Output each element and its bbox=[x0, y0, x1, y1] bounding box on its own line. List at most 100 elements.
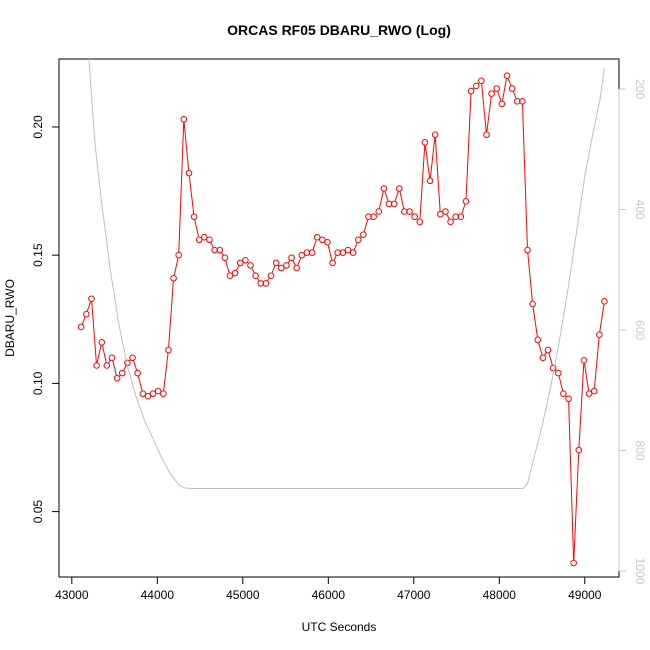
series-segment bbox=[225, 260, 230, 273]
series-segment bbox=[465, 94, 472, 199]
data-point bbox=[201, 233, 208, 241]
series-segment bbox=[507, 78, 512, 86]
series-segment bbox=[137, 376, 143, 391]
data-point bbox=[93, 362, 100, 369]
series-segment bbox=[434, 137, 441, 211]
data-point bbox=[478, 77, 485, 85]
series-segment bbox=[461, 204, 466, 214]
series-segment bbox=[593, 337, 600, 388]
data-point bbox=[139, 390, 147, 397]
data-point bbox=[272, 259, 280, 267]
x-axis: 43000 44000 45000 46000 47000 48000 49000 bbox=[55, 576, 602, 602]
series-segment bbox=[353, 242, 358, 250]
series-segment bbox=[257, 278, 260, 281]
data-point bbox=[329, 259, 336, 267]
data-point bbox=[149, 390, 157, 397]
series-segment bbox=[568, 401, 575, 560]
series-segment bbox=[133, 360, 138, 371]
data-point bbox=[129, 354, 136, 362]
series-segment bbox=[183, 122, 190, 170]
series-segment bbox=[123, 365, 127, 371]
series-segment bbox=[493, 90, 495, 92]
data-point bbox=[565, 395, 572, 403]
series-segment bbox=[247, 262, 249, 264]
data-point bbox=[498, 100, 506, 108]
data-point bbox=[406, 208, 413, 215]
data-point bbox=[344, 246, 352, 254]
data-point bbox=[370, 213, 377, 221]
data-point bbox=[349, 249, 357, 256]
series-segment bbox=[112, 360, 117, 376]
series-segment bbox=[168, 281, 174, 347]
series-segment bbox=[363, 219, 369, 232]
data-point bbox=[267, 272, 275, 279]
chart-title: ORCAS RF05 DBARU_RWO (Log) bbox=[227, 22, 451, 38]
data-point bbox=[154, 387, 162, 395]
series-segment bbox=[424, 145, 431, 178]
data-point bbox=[575, 446, 583, 454]
y-tick-label: 0.05 bbox=[31, 500, 45, 524]
data-point bbox=[360, 231, 367, 238]
x-tick-label: 48000 bbox=[483, 588, 517, 602]
data-point bbox=[601, 298, 608, 305]
data-point bbox=[442, 208, 449, 215]
data-point bbox=[339, 249, 347, 256]
x-tick-label: 45000 bbox=[226, 588, 260, 602]
series-segment bbox=[521, 104, 528, 247]
data-point bbox=[447, 218, 454, 226]
data-point bbox=[421, 139, 429, 146]
series-segment bbox=[194, 219, 200, 237]
series-segment bbox=[512, 91, 517, 99]
y-tick-label: 0.10 bbox=[31, 371, 45, 395]
data-point bbox=[354, 236, 362, 244]
series-segment bbox=[267, 278, 270, 281]
series-segment bbox=[129, 359, 131, 361]
series-layer bbox=[77, 58, 608, 567]
data-point bbox=[380, 185, 388, 192]
data-point bbox=[247, 262, 254, 269]
data-point bbox=[206, 236, 213, 244]
series-segment bbox=[312, 240, 317, 250]
data-point bbox=[144, 392, 152, 400]
data-point bbox=[283, 262, 290, 269]
series-segment bbox=[91, 301, 97, 363]
series-segment bbox=[416, 218, 418, 220]
data-point bbox=[262, 280, 270, 287]
data-point bbox=[221, 254, 229, 262]
data-point bbox=[319, 236, 326, 244]
series-segment bbox=[419, 145, 426, 219]
data-point bbox=[134, 369, 141, 377]
data-point bbox=[472, 82, 480, 90]
series-segment bbox=[565, 395, 567, 397]
series-segment bbox=[236, 265, 240, 271]
data-point bbox=[534, 336, 542, 344]
series-segment bbox=[501, 78, 507, 101]
series-segment bbox=[473, 87, 475, 90]
data-point bbox=[585, 390, 593, 397]
data-point bbox=[118, 369, 126, 377]
x-tick-label: 43000 bbox=[55, 588, 89, 602]
x-tick-label: 44000 bbox=[141, 588, 175, 602]
data-point bbox=[529, 300, 536, 308]
series-segment bbox=[108, 360, 111, 364]
data-point bbox=[590, 387, 598, 395]
data-point bbox=[390, 200, 398, 208]
series-segment bbox=[333, 255, 337, 261]
data-point bbox=[252, 272, 259, 279]
series-segment bbox=[119, 375, 121, 377]
data-point bbox=[596, 331, 603, 338]
series-segment bbox=[375, 213, 377, 215]
data-point bbox=[226, 272, 234, 279]
data-point bbox=[293, 264, 300, 272]
series-segment bbox=[478, 82, 480, 85]
data-point bbox=[231, 269, 239, 277]
series-segment bbox=[527, 253, 533, 301]
data-point bbox=[98, 339, 106, 346]
series-segment bbox=[538, 342, 543, 355]
data-point bbox=[113, 374, 121, 382]
series-segment bbox=[210, 242, 214, 248]
data-point bbox=[160, 390, 167, 397]
data-point bbox=[308, 249, 316, 256]
data-point bbox=[411, 213, 418, 221]
